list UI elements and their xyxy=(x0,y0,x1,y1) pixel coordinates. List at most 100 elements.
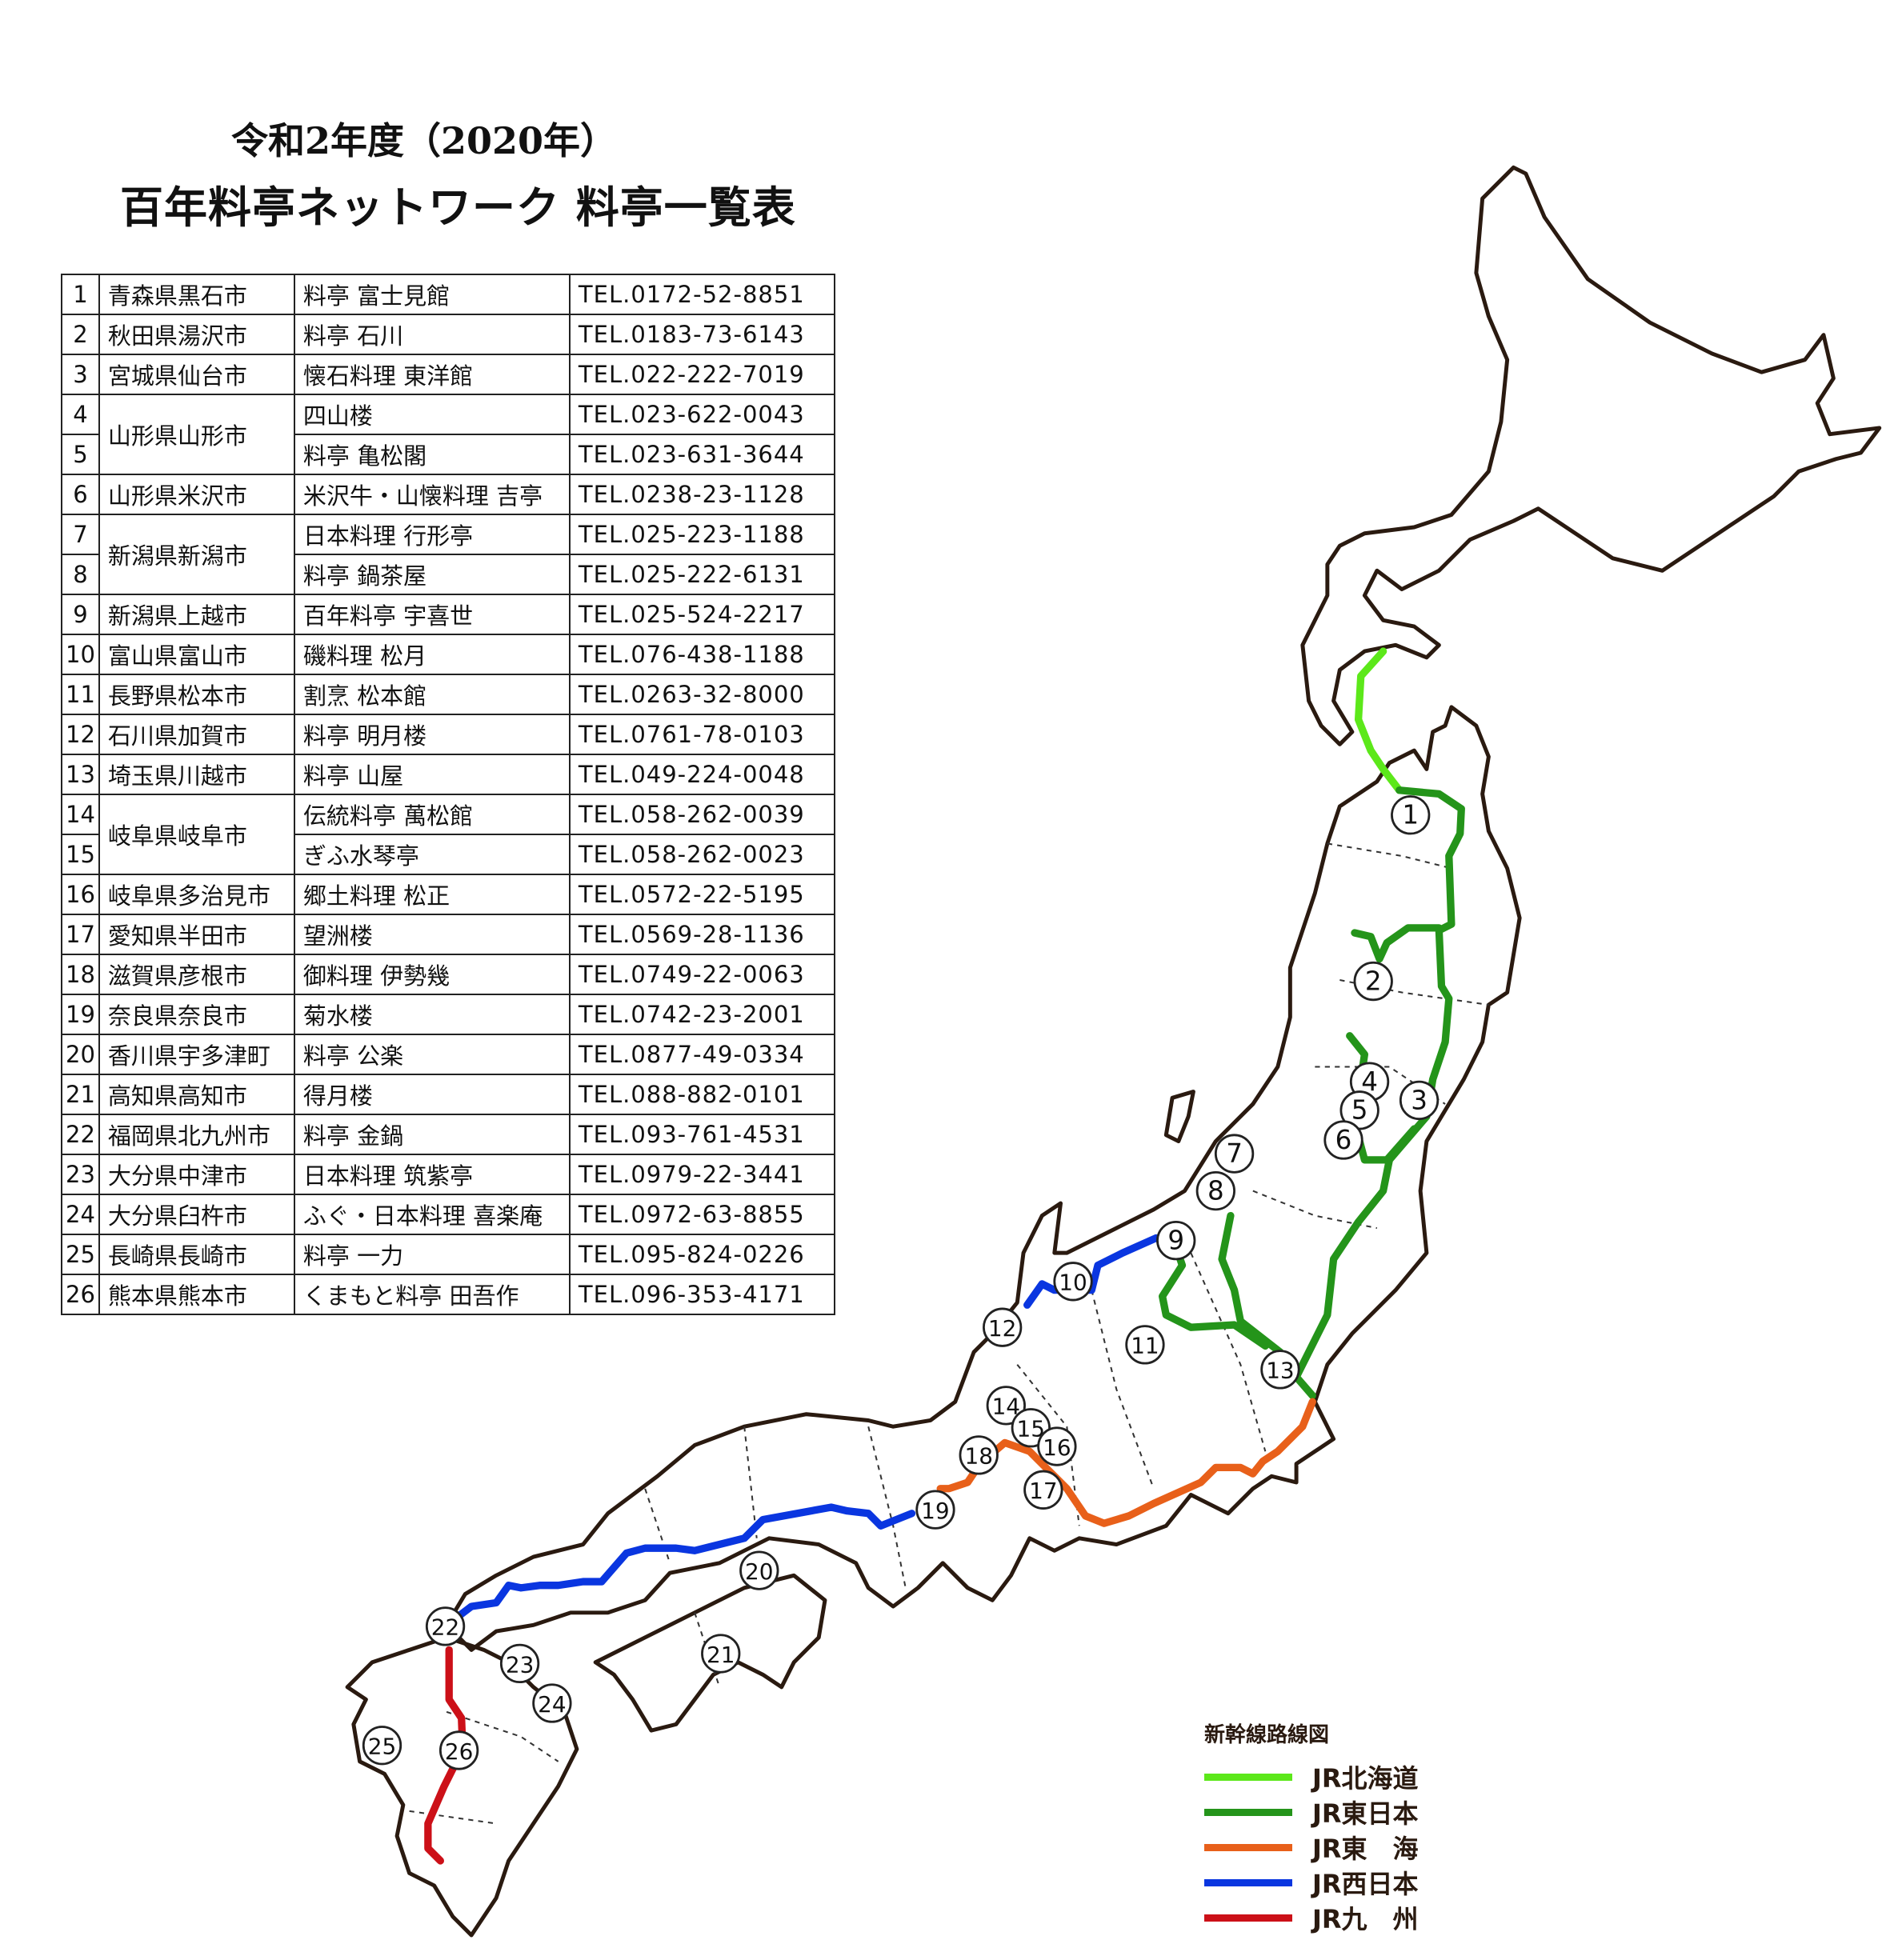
legend-label: JR北海道 xyxy=(1312,1763,1419,1794)
hokkaido-outline xyxy=(1300,165,1882,746)
row-number: 13 xyxy=(61,754,100,795)
row-number: 16 xyxy=(61,874,100,915)
marker-circle xyxy=(959,1435,999,1475)
marker-circle xyxy=(438,1730,479,1770)
table-row: 2 秋田県湯沢市 料亭 石川 TEL.0183-73-6143 xyxy=(61,314,835,355)
table-row: 18 滋賀県彦根市 御料理 伊勢幾 TEL.0749-22-0063 xyxy=(61,954,835,995)
restaurant-name: 伝統料亭 萬松館 xyxy=(293,794,571,835)
row-number: 12 xyxy=(61,714,100,755)
legend-swatch xyxy=(1204,1773,1292,1781)
phone-number: TEL.076-438-1188 xyxy=(568,634,835,675)
prefecture-cell: 奈良県奈良市 xyxy=(98,994,295,1035)
marker-circle xyxy=(499,1643,540,1684)
row-number: 25 xyxy=(61,1234,100,1275)
table-row: 10 富山県富山市 磯料理 松月 TEL.076-438-1188 xyxy=(61,634,835,675)
restaurant-name: 料亭 石川 xyxy=(293,314,571,355)
marker-circle xyxy=(701,1634,741,1674)
row-number: 7 xyxy=(61,514,100,555)
legend-label: JR東 海 xyxy=(1312,1834,1419,1864)
row-number: 15 xyxy=(61,834,100,875)
phone-number: TEL.0572-22-5195 xyxy=(568,874,835,915)
table-row: 14 岐阜県岐阜市 伝統料亭 萬松館 TEL.058-262-0039 xyxy=(61,794,835,875)
phone-number: TEL.0172-52-8851 xyxy=(568,274,835,315)
location-marker: 17 xyxy=(1023,1470,1063,1510)
table-row: 13 埼玉県川越市 料亭 山屋 TEL.049-224-0048 xyxy=(61,754,835,795)
marker-circle xyxy=(1125,1325,1165,1365)
phone-number: TEL.0742-23-2001 xyxy=(568,994,835,1035)
marker-number: 26 xyxy=(445,1738,473,1765)
table-row: 11 長野県松本市 割烹 松本館 TEL.0263-32-8000 xyxy=(61,674,835,715)
phone-number: TEL.049-224-0048 xyxy=(568,754,835,795)
location-marker: 26 xyxy=(438,1730,479,1770)
prefecture-cell: 香川県宇多津町 xyxy=(98,1034,295,1075)
phone-number: TEL.0238-23-1128 xyxy=(568,474,835,515)
prefecture-borders xyxy=(409,842,1489,1825)
restaurant-name: 米沢牛・山懐料理 吉亭 xyxy=(293,474,571,515)
prefecture-cell: 岐阜県岐阜市 xyxy=(98,794,295,875)
table-row: 8 料亭 鍋茶屋 TEL.025-222-6131 xyxy=(61,554,835,595)
marker-number: 4 xyxy=(1361,1066,1378,1097)
table-row: 6 山形県米沢市 米沢牛・山懐料理 吉亭 TEL.0238-23-1128 xyxy=(61,474,835,515)
marker-circle xyxy=(362,1726,402,1766)
table-row: 20 香川県宇多津町 料亭 公楽 TEL.0877-49-0334 xyxy=(61,1034,835,1075)
restaurant-name: ぎふ水琴亭 xyxy=(293,834,571,875)
restaurant-name: 磯料理 松月 xyxy=(293,634,571,675)
row-number: 8 xyxy=(61,554,100,595)
prefecture-cell: 岐阜県多治見市 xyxy=(98,874,295,915)
restaurant-name: ふぐ・日本料理 喜楽庵 xyxy=(293,1194,571,1235)
row-number: 26 xyxy=(61,1274,100,1315)
row-number: 22 xyxy=(61,1114,100,1155)
phone-number: TEL.058-262-0039 xyxy=(568,794,835,835)
hokkaido-shinkansen-line xyxy=(1354,647,1403,794)
location-marker: 25 xyxy=(362,1726,402,1766)
location-marker: 8 xyxy=(1195,1170,1235,1211)
marker-number: 2 xyxy=(1365,966,1382,996)
marker-number: 14 xyxy=(992,1394,1020,1420)
table-row: 25 長崎県長崎市 料亭 一力 TEL.095-824-0226 xyxy=(61,1234,835,1275)
table-row: 24 大分県臼杵市 ふぐ・日本料理 喜楽庵 TEL.0972-63-8855 xyxy=(61,1194,835,1235)
restaurant-name: 料亭 金鍋 xyxy=(293,1114,571,1155)
restaurant-name: 日本料理 行形亭 xyxy=(293,514,571,555)
marker-number: 17 xyxy=(1029,1478,1057,1504)
phone-number: TEL.0877-49-0334 xyxy=(568,1034,835,1075)
row-number: 3 xyxy=(61,354,100,395)
table-row: 9 新潟県上越市 百年料亭 宇喜世 TEL.025-524-2217 xyxy=(61,594,835,635)
legend-label: JR九 州 xyxy=(1312,1904,1419,1934)
marker-number: 8 xyxy=(1207,1175,1224,1206)
marker-number: 25 xyxy=(368,1734,396,1760)
location-marker: 24 xyxy=(532,1683,572,1723)
table-row: 3 宮城県仙台市 懐石料理 東洋館 TEL.022-222-7019 xyxy=(61,354,835,395)
row-number: 11 xyxy=(61,674,100,715)
phone-number: TEL.025-223-1188 xyxy=(568,514,835,555)
marker-circle xyxy=(425,1606,466,1646)
marker-number: 5 xyxy=(1351,1095,1368,1126)
restaurant-name: 日本料理 筑紫亭 xyxy=(293,1154,571,1195)
location-marker: 3 xyxy=(1399,1080,1440,1121)
phone-number: TEL.0749-22-0063 xyxy=(568,954,835,995)
location-marker: 9 xyxy=(1156,1220,1196,1261)
legend-item: JR東 海 xyxy=(1204,1830,1419,1865)
marker-number: 1 xyxy=(1402,800,1419,830)
restaurant-name: くまもと料亭 田吾作 xyxy=(293,1274,571,1315)
prefecture-cell: 埼玉県川越市 xyxy=(98,754,295,795)
prefecture-cell: 石川県加賀市 xyxy=(98,714,295,755)
row-number: 18 xyxy=(61,954,100,995)
row-number: 4 xyxy=(61,394,100,435)
row-number: 6 xyxy=(61,474,100,515)
table-row: 19 奈良県奈良市 菊水楼 TEL.0742-23-2001 xyxy=(61,994,835,1035)
phone-number: TEL.0183-73-6143 xyxy=(568,314,835,355)
table-row: 22 福岡県北九州市 料亭 金鍋 TEL.093-761-4531 xyxy=(61,1114,835,1155)
row-number: 24 xyxy=(61,1194,100,1235)
phone-number: TEL.088-882-0101 xyxy=(568,1074,835,1115)
table-row: 26 熊本県熊本市 くまもと料亭 田吾作 TEL.096-353-4171 xyxy=(61,1274,835,1315)
marker-circle xyxy=(1195,1170,1235,1211)
marker-circle xyxy=(915,1490,955,1530)
prefecture-cell: 山形県米沢市 xyxy=(98,474,295,515)
row-number: 5 xyxy=(61,434,100,475)
marker-circle xyxy=(986,1386,1026,1426)
table-row: 7 新潟県新潟市 日本料理 行形亭 TEL.025-223-1188 xyxy=(61,514,835,595)
restaurant-name: 料亭 亀松閣 xyxy=(293,434,571,475)
location-marker: 12 xyxy=(983,1307,1023,1347)
restaurant-table: 1 青森県黒石市 料亭 富士見館 TEL.0172-52-8851 2 秋田県湯沢市 料亭 … xyxy=(61,274,835,1315)
